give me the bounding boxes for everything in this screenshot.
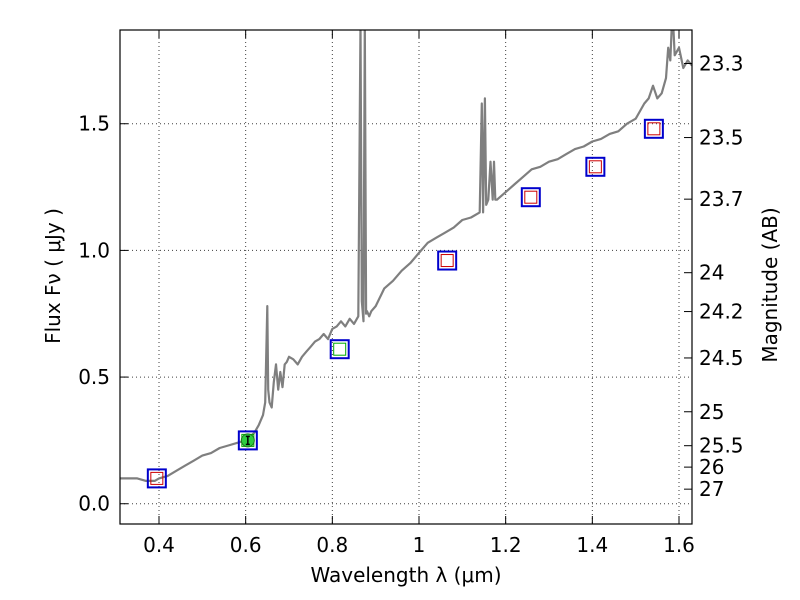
y2-tick-label: 24.5 xyxy=(699,346,744,370)
model-flux-square xyxy=(520,187,541,208)
observed-flux-square xyxy=(150,471,164,485)
x-tick-label: 0.6 xyxy=(230,533,262,557)
y2-tick-label: 23.5 xyxy=(699,126,744,150)
y2-tick-label: 24 xyxy=(699,261,724,285)
observed-flux-square xyxy=(440,254,454,268)
spectrum-layer xyxy=(120,30,692,482)
y2-tick-label: 23.7 xyxy=(699,187,744,211)
spectrum-line xyxy=(120,30,692,482)
model-flux-square xyxy=(329,339,350,360)
model-flux-square xyxy=(643,118,664,139)
x-tick-label: 0.8 xyxy=(316,533,348,557)
model-flux-square xyxy=(437,250,458,271)
y-axis-label: Flux Fν ( μJy ) xyxy=(41,208,65,344)
observed-flux-square xyxy=(524,190,538,204)
y2-tick-label: 27 xyxy=(699,477,724,501)
x-tick-label: 1.4 xyxy=(576,533,608,557)
y2-tick-label: 25.5 xyxy=(699,434,744,458)
x-tick-label: 0.4 xyxy=(143,533,175,557)
observed-flux-square xyxy=(647,122,661,136)
y2-tick-label: 23.3 xyxy=(699,51,744,75)
grid xyxy=(120,30,692,524)
plot-frame xyxy=(119,29,693,525)
y-tick-label: 0.0 xyxy=(78,492,110,516)
x-tick-label: 1.6 xyxy=(663,533,695,557)
y-tick-label: 0.5 xyxy=(78,365,110,389)
photometry-layer xyxy=(146,118,664,489)
y2-axis-label: Magnitude (AB) xyxy=(758,207,782,362)
y2-tick-label: 26 xyxy=(699,455,724,479)
y2-tick-label: 24.2 xyxy=(699,300,744,324)
model-flux-square xyxy=(585,156,606,177)
model-flux-square xyxy=(146,468,167,489)
ticks-layer: 0.4 0.6 0.8 1 1.2 1.4 1.6 0.0 0.5 1.0 1.5 23.3 23.5 2… xyxy=(78,30,744,557)
y-tick-label: 1.0 xyxy=(78,238,110,262)
observed-flux-square xyxy=(333,342,347,356)
y2-tick-label: 25 xyxy=(699,400,724,424)
observed-flux-square xyxy=(588,160,602,174)
x-tick-label: 1.2 xyxy=(490,533,522,557)
x-axis-label: Wavelength λ (μm) xyxy=(310,563,501,587)
y-tick-label: 1.5 xyxy=(78,112,110,136)
model-flux-square xyxy=(237,430,258,451)
x-tick-label: 1 xyxy=(413,533,426,557)
